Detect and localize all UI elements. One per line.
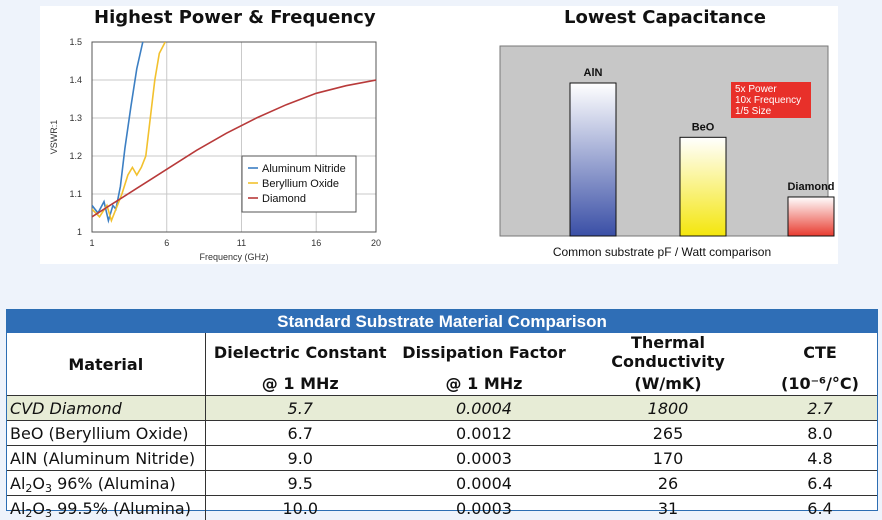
dielectric-cell: 9.5 <box>205 471 395 496</box>
y-tick-label: 1.3 <box>69 113 82 123</box>
material-cell: Al2O3 99.5% (Alumina) <box>7 496 205 520</box>
y-axis-label: VSWR:1 <box>49 120 59 155</box>
legend-label: Beryllium Oxide <box>262 178 339 190</box>
dielectric-cell: 6.7 <box>205 421 395 446</box>
material-cell: BeO (Beryllium Oxide) <box>7 421 205 446</box>
y-tick-label: 1.1 <box>69 189 82 199</box>
y-tick-label: 1.2 <box>69 151 82 161</box>
bar-beo <box>680 137 726 236</box>
header-dielectric: Dielectric Constant <box>205 333 395 371</box>
annotation-text: 10x Frequency <box>735 95 801 106</box>
header-cte-unit: (10⁻⁶/°C) <box>763 371 877 396</box>
cte-cell: 8.0 <box>763 421 877 446</box>
table-title: Standard Substrate Material Comparison <box>7 310 877 333</box>
y-tick-label: 1 <box>77 227 82 237</box>
cte-cell: 6.4 <box>763 471 877 496</box>
table-row: Al2O3 99.5% (Alumina) 10.0 0.0003 31 6.4 <box>7 496 877 520</box>
x-tick-label: 11 <box>237 238 246 248</box>
thermal-cell: 265 <box>573 421 763 446</box>
header-dielectric-unit: @ 1 MHz <box>205 371 395 396</box>
bar-label: BeO <box>692 121 715 133</box>
annotation-text: 1/5 Size <box>735 106 772 117</box>
x-tick-label: 6 <box>164 238 169 248</box>
bar-x-axis-label: Common substrate pF / Watt comparison <box>553 245 771 259</box>
bar-label: AlN <box>584 67 603 79</box>
thermal-cell: 170 <box>573 446 763 471</box>
x-tick-label: 1 <box>89 238 94 248</box>
cte-cell: 4.8 <box>763 446 877 471</box>
x-axis-label: Frequency (GHz) <box>199 252 268 262</box>
thermal-cell: 31 <box>573 496 763 520</box>
material-cell: AlN (Aluminum Nitride) <box>7 446 205 471</box>
table-row: Al2O3 96% (Alumina) 9.5 0.0004 26 6.4 <box>7 471 877 496</box>
dielectric-cell: 5.7 <box>205 396 395 421</box>
bar-label: Diamond <box>787 181 834 193</box>
header-thermal-unit: (W/mK) <box>573 371 763 396</box>
x-tick-label: 16 <box>311 238 321 248</box>
table-row: AlN (Aluminum Nitride) 9.0 0.0003 170 4.… <box>7 446 877 471</box>
material-cell: Al2O3 96% (Alumina) <box>7 471 205 496</box>
header-dissipation: Dissipation Factor <box>395 333 573 371</box>
dielectric-cell: 10.0 <box>205 496 395 520</box>
bar-aln <box>570 83 616 236</box>
dissipation-cell: 0.0004 <box>395 396 573 421</box>
dissipation-cell: 0.0003 <box>395 496 573 520</box>
table-row: BeO (Beryllium Oxide) 6.7 0.0012 265 8.0 <box>7 421 877 446</box>
dielectric-cell: 9.0 <box>205 446 395 471</box>
thermal-cell: 26 <box>573 471 763 496</box>
dissipation-cell: 0.0012 <box>395 421 573 446</box>
header-material: Material <box>7 333 205 396</box>
y-tick-label: 1.4 <box>69 75 82 85</box>
cte-cell: 2.7 <box>763 396 877 421</box>
dissipation-cell: 0.0003 <box>395 446 573 471</box>
dissipation-cell: 0.0004 <box>395 471 573 496</box>
legend-label: Aluminum Nitride <box>262 163 346 175</box>
header-cte: CTE <box>763 333 877 371</box>
table-row: CVD Diamond 5.7 0.0004 1800 2.7 <box>7 396 877 421</box>
cte-cell: 6.4 <box>763 496 877 520</box>
legend-label: Diamond <box>262 193 306 205</box>
header-thermal: Thermal Conductivity <box>573 333 763 371</box>
bar-panel <box>500 46 828 236</box>
right-chart-title: Lowest Capacitance <box>564 7 766 28</box>
annotation-text: 5x Power <box>735 84 777 95</box>
header-dissipation-unit: @ 1 MHz <box>395 371 573 396</box>
y-tick-label: 1.5 <box>69 37 82 47</box>
substrate-comparison-table: Standard Substrate Material Comparison M… <box>6 309 878 511</box>
x-tick-label: 20 <box>371 238 381 248</box>
material-cell: CVD Diamond <box>7 396 205 421</box>
bar-diamond <box>788 197 834 236</box>
thermal-cell: 1800 <box>573 396 763 421</box>
